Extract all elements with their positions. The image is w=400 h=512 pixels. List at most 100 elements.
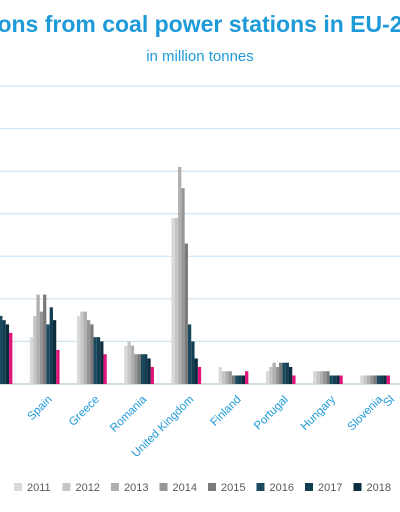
legend-label: 2014	[173, 482, 197, 494]
bar	[241, 375, 246, 384]
gridlines	[0, 85, 400, 385]
bar	[184, 243, 188, 384]
bar	[52, 320, 57, 384]
legend-swatch	[159, 483, 168, 491]
bar	[77, 315, 81, 384]
bar	[56, 349, 60, 384]
bar	[231, 375, 236, 384]
bar	[147, 358, 151, 384]
bar	[5, 324, 10, 384]
bar	[96, 337, 101, 384]
bar	[272, 362, 276, 384]
bar	[383, 375, 387, 384]
chart-title: ons from coal power stations in EU-2	[0, 11, 400, 37]
bar	[363, 375, 367, 384]
bar	[178, 166, 182, 384]
bar	[373, 375, 377, 384]
x-tick-label: Portugal	[252, 394, 291, 433]
legend-swatch	[305, 483, 313, 491]
bar	[36, 294, 40, 384]
bar	[336, 375, 340, 384]
bar	[171, 217, 175, 384]
bar	[245, 371, 249, 384]
x-tick-label: Spain	[26, 394, 55, 423]
bar	[218, 366, 222, 384]
legend-label: 2017	[318, 482, 342, 494]
bar	[29, 337, 34, 384]
bar	[9, 332, 13, 384]
bars	[0, 166, 390, 384]
bar	[80, 311, 84, 384]
bar	[313, 371, 317, 384]
bar	[0, 315, 3, 384]
bar	[181, 188, 185, 384]
bar	[265, 371, 270, 384]
bar	[187, 324, 192, 384]
x-tick-label: Hungary	[299, 393, 338, 432]
bar	[360, 375, 364, 384]
bar	[322, 371, 327, 384]
bar	[137, 354, 141, 384]
bar	[127, 341, 131, 384]
legend-label: 2012	[76, 482, 100, 494]
bar	[103, 354, 107, 384]
bar	[49, 307, 53, 384]
bar	[221, 371, 226, 384]
bar	[194, 358, 198, 384]
bar	[144, 354, 148, 384]
legend-swatch	[353, 483, 362, 491]
bar	[386, 375, 390, 384]
legend-label: 2016	[270, 482, 294, 494]
bar	[326, 371, 330, 384]
legend-swatch	[14, 483, 22, 491]
bar	[292, 375, 296, 384]
bar	[332, 375, 337, 384]
bar	[2, 320, 6, 384]
bar	[150, 366, 154, 384]
bar	[235, 375, 239, 384]
bar	[282, 362, 286, 384]
bar	[366, 375, 371, 384]
legend-swatch	[111, 483, 119, 491]
bar	[279, 362, 283, 384]
bar	[90, 324, 94, 384]
bar	[39, 311, 44, 384]
legend-label: 2015	[221, 482, 245, 494]
x-tick-label: Greece	[67, 394, 102, 429]
bar	[269, 366, 273, 384]
bar	[83, 311, 87, 384]
legend-label: 2011	[27, 482, 51, 494]
bar	[370, 375, 374, 384]
bar	[238, 375, 242, 384]
bar	[288, 366, 293, 384]
bar	[228, 371, 232, 384]
legend-label: 2013	[124, 482, 148, 494]
bar	[191, 341, 195, 384]
bar	[197, 366, 202, 384]
x-tick-label: Finland	[208, 394, 243, 429]
x-tick-label: Romania	[108, 393, 149, 434]
bar	[134, 354, 138, 384]
bar	[43, 294, 47, 384]
legend-label: 2018	[367, 482, 391, 494]
bar	[225, 371, 229, 384]
legend: 2011 2012 2013 2014 2015 2016 2017 2018	[14, 482, 391, 494]
bar	[86, 320, 91, 384]
bar	[46, 324, 50, 384]
bar	[174, 217, 179, 384]
bar	[339, 375, 343, 384]
bar	[140, 354, 145, 384]
bar	[316, 371, 320, 384]
bar	[380, 375, 384, 384]
bar	[130, 345, 135, 384]
bar	[285, 362, 289, 384]
bar	[100, 341, 104, 384]
bar	[275, 366, 280, 384]
bar	[33, 315, 37, 384]
bar	[376, 375, 381, 384]
bar	[329, 375, 333, 384]
x-tick-label: Sl	[381, 394, 397, 410]
bar	[93, 337, 97, 384]
